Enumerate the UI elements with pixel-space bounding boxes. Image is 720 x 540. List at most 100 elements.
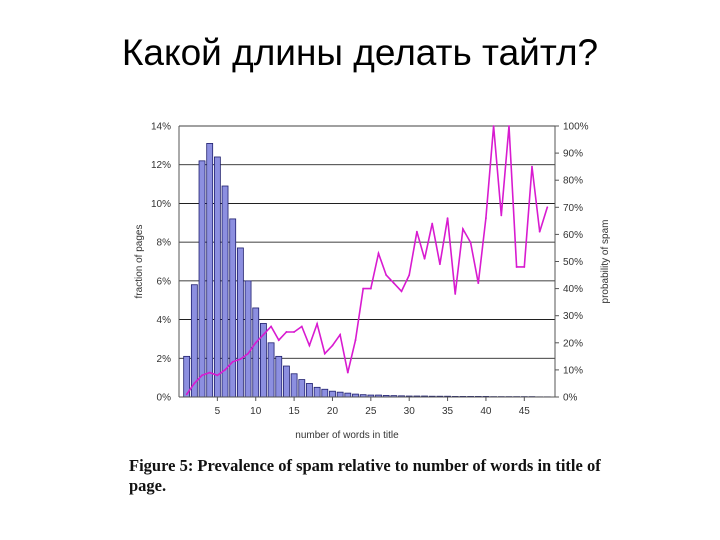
x-tick: 45	[519, 406, 531, 417]
x-tick: 20	[327, 406, 339, 417]
line-point	[224, 369, 226, 371]
bar	[252, 307, 260, 398]
bar-series	[183, 143, 551, 398]
line-point	[185, 393, 188, 396]
line-point	[485, 217, 487, 220]
spam-probability-line	[186, 125, 549, 395]
y-tick-left: 4%	[157, 315, 172, 326]
x-tick: 5	[215, 406, 221, 417]
x-tick: 15	[289, 406, 301, 417]
line-point	[316, 322, 319, 325]
line-point	[438, 263, 441, 266]
bar	[283, 365, 290, 398]
line-point	[239, 358, 242, 360]
line-point	[423, 257, 426, 260]
bar	[306, 383, 313, 398]
y-tick-right: 50%	[563, 257, 583, 268]
y-tick-right: 60%	[563, 230, 583, 241]
y-axis-right-label: probability of spam	[600, 220, 611, 304]
line-point	[277, 339, 280, 341]
line-point	[500, 214, 503, 217]
y-tick-left: 12%	[151, 160, 171, 171]
x-tick: 40	[480, 406, 492, 417]
line-point	[300, 325, 303, 328]
line-point	[392, 282, 395, 285]
y-tick-right: 40%	[563, 284, 583, 295]
line-point	[293, 331, 296, 333]
line-point	[454, 293, 457, 295]
chart-tick-labels: 0% 2% 4% 6% 8% 10% 12% 14% 0% 10% 20% 30% 40% 50% 60% 7…	[151, 122, 589, 418]
line-point	[216, 374, 219, 377]
line-point	[415, 230, 418, 233]
line-point	[331, 344, 334, 347]
spam-prevalence-chart: 0% 2% 4% 6% 8% 10% 12% 14% 0% 10% 20% 30% 40% 50% 60% 7…	[134, 122, 611, 442]
bar	[221, 185, 229, 398]
bar	[236, 247, 244, 398]
bar	[275, 355, 283, 398]
bar	[298, 379, 306, 398]
line-point	[262, 333, 265, 336]
y-tick-left: 0%	[157, 393, 172, 404]
x-tick: 10	[250, 406, 262, 417]
y-tick-right: 70%	[563, 203, 583, 214]
line-point	[323, 352, 326, 355]
y-tick-right: 30%	[563, 311, 583, 322]
bar	[244, 280, 252, 398]
line-point	[523, 266, 526, 268]
line-point	[531, 165, 533, 168]
y-axis-left-label: fraction of pages	[134, 225, 145, 299]
line-point	[400, 290, 403, 293]
bar	[344, 392, 352, 398]
x-tick: 30	[404, 406, 416, 417]
line-point	[254, 341, 257, 344]
y-tick-left: 14%	[151, 122, 171, 133]
line-point	[346, 371, 349, 374]
bar	[336, 391, 344, 398]
y-tick-left: 8%	[157, 238, 172, 249]
bar	[206, 143, 214, 398]
line-point	[354, 339, 357, 341]
line-point	[408, 274, 411, 276]
y-tick-right: 90%	[563, 149, 583, 160]
y-tick-right: 20%	[563, 338, 583, 349]
line-point	[469, 241, 472, 244]
y-tick-left: 10%	[151, 199, 171, 210]
line-point	[308, 344, 311, 347]
line-point	[446, 217, 449, 220]
x-tick: 25	[365, 406, 377, 417]
line-point	[462, 228, 464, 230]
y-tick-left: 2%	[157, 354, 172, 365]
line-point	[377, 252, 380, 255]
line-point	[193, 382, 196, 385]
line-point	[270, 325, 272, 328]
bar	[267, 342, 275, 398]
line-point	[515, 266, 518, 268]
line-point	[546, 206, 549, 209]
bar	[213, 156, 221, 398]
bar	[229, 218, 237, 398]
y-tick-right: 0%	[563, 393, 578, 404]
line-point	[431, 222, 434, 225]
line-point	[538, 230, 541, 233]
line-point	[247, 352, 249, 355]
line-point	[492, 125, 495, 127]
line-point	[208, 371, 211, 374]
bar	[313, 386, 321, 398]
line-point	[339, 333, 342, 336]
bar	[290, 373, 298, 398]
bar	[329, 390, 336, 398]
chart-axes	[178, 125, 559, 401]
y-tick-left: 6%	[157, 276, 172, 287]
line-point	[385, 274, 388, 276]
bar	[198, 160, 206, 398]
line-point	[369, 287, 372, 290]
y-tick-right: 100%	[563, 122, 589, 133]
line-point	[477, 282, 480, 285]
slide-title: Какой длины делать тайтл?	[121, 32, 599, 73]
line-point	[362, 287, 365, 290]
bar	[321, 388, 329, 398]
line-point	[508, 125, 510, 127]
x-axis-label: number of words in title	[295, 430, 399, 441]
spam-line-series	[185, 125, 549, 396]
y-tick-right: 80%	[563, 176, 583, 187]
